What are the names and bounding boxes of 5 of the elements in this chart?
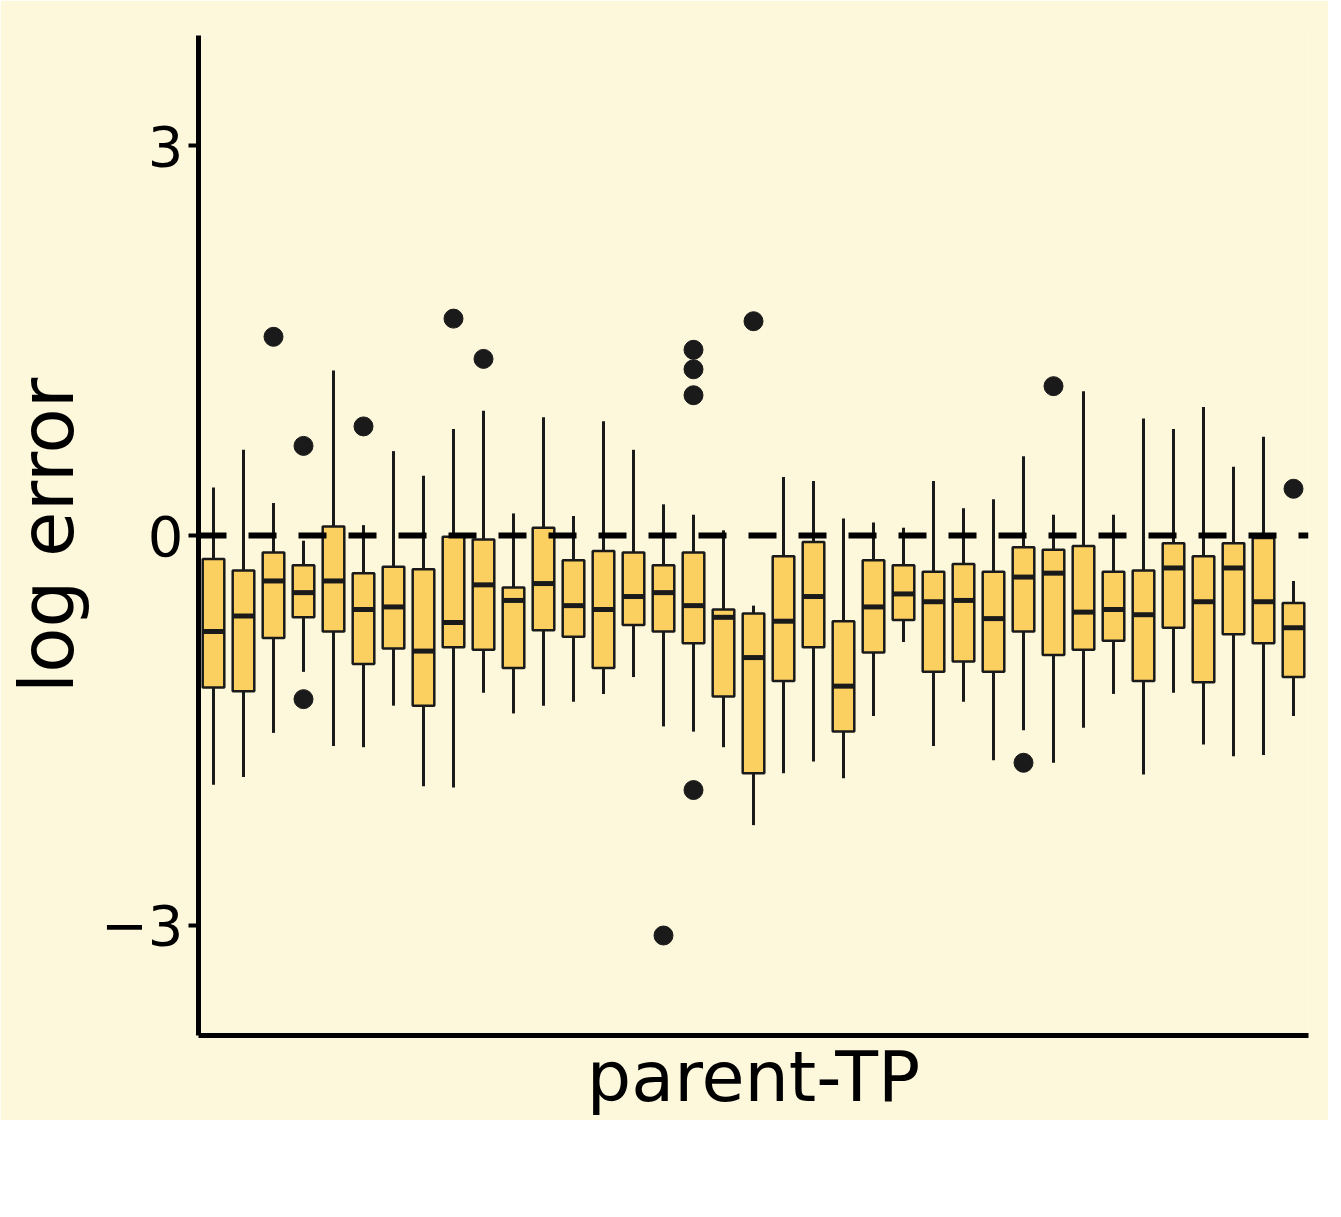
y-tick-label: 0 (147, 503, 184, 569)
y-tick-label: 3 (147, 113, 184, 179)
x-axis-title: parent-TP (586, 1035, 921, 1118)
y-axis-title: log error (3, 377, 90, 694)
y-tick-label: −3 (100, 893, 184, 959)
